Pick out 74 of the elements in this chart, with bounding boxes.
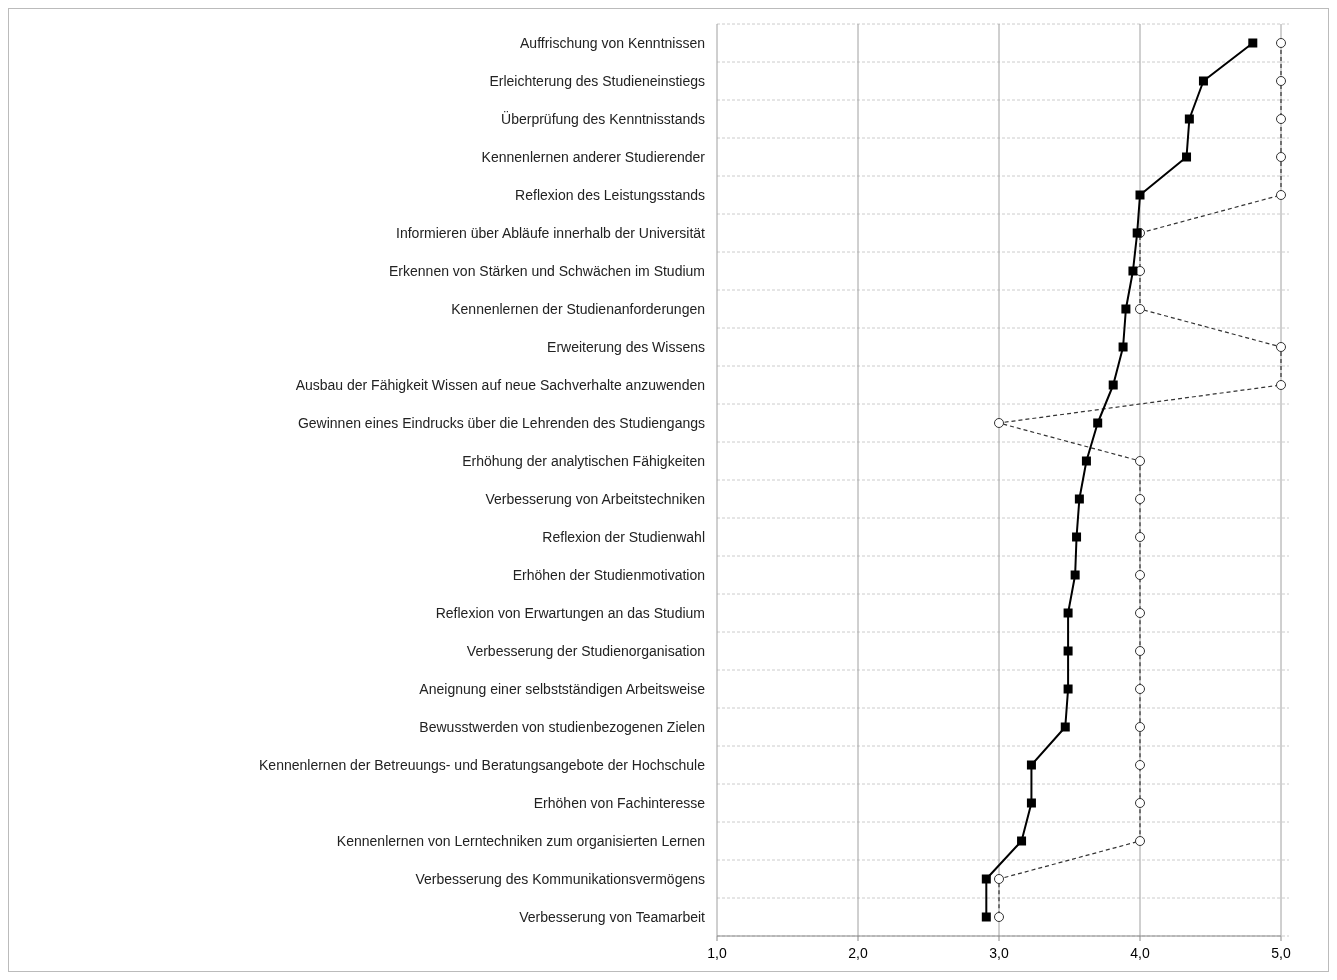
point — [1093, 418, 1103, 428]
point — [994, 874, 1004, 884]
point — [1072, 532, 1082, 542]
point — [1135, 456, 1145, 466]
x-tick-label: 1,0 — [707, 945, 727, 961]
y-tick-label: Reflexion des Leistungsstands — [515, 187, 705, 203]
y-tick-label: Verbesserung des Kommunikationsvermögens — [415, 871, 705, 887]
point — [1063, 646, 1073, 656]
point — [1135, 722, 1145, 732]
point — [1135, 684, 1145, 694]
point — [1128, 266, 1138, 276]
point — [1276, 152, 1286, 162]
point — [1135, 570, 1145, 580]
point — [1063, 608, 1073, 618]
point — [1276, 342, 1286, 352]
y-tick-label: Aneignung einer selbstständigen Arbeitsweise — [419, 681, 706, 697]
point — [1081, 456, 1091, 466]
y-tick-label: Erhöhung der analytischen Fähigkeiten — [462, 453, 705, 469]
y-tick-label: Reflexion der Studienwahl — [542, 529, 705, 545]
point — [1276, 190, 1286, 200]
point — [1026, 798, 1036, 808]
point — [1248, 38, 1258, 48]
point — [1108, 380, 1118, 390]
point — [1135, 760, 1145, 770]
point — [1276, 76, 1286, 86]
y-tick-label: Verbesserung von Teamarbeit — [519, 909, 706, 925]
point — [981, 874, 991, 884]
point — [1121, 304, 1131, 314]
point — [1135, 190, 1145, 200]
point — [1276, 380, 1286, 390]
y-tick-label: Informieren über Abläufe innerhalb der Universität — [396, 225, 706, 241]
point — [1135, 304, 1145, 314]
x-tick-label: 5,0 — [1271, 945, 1291, 961]
point — [1135, 836, 1145, 846]
point — [994, 418, 1004, 428]
point — [1074, 494, 1084, 504]
point — [1198, 76, 1208, 86]
y-tick-label: Bewusstwerden von studienbezogenen Zielen — [419, 719, 705, 735]
point — [1135, 532, 1145, 542]
y-tick-label: Ausbau der Fähigkeit Wissen auf neue Sachverhalte anzuwenden — [295, 377, 705, 393]
y-tick-label: Kennenlernen der Studienanforderungen — [451, 301, 705, 317]
x-tick-label: 3,0 — [989, 945, 1009, 961]
x-tick-label: 4,0 — [1130, 945, 1150, 961]
point — [1063, 684, 1073, 694]
point — [1070, 570, 1080, 580]
point — [1118, 342, 1128, 352]
point — [1026, 760, 1036, 770]
point — [1060, 722, 1070, 732]
y-tick-label: Kennenlernen von Lerntechniken zum organisierten Lernen — [336, 833, 705, 849]
y-tick-label: Verbesserung der Studienorganisation — [466, 643, 705, 659]
point — [1017, 836, 1027, 846]
y-tick-label: Überprüfung des Kenntnisstands — [501, 110, 705, 127]
point — [1135, 646, 1145, 656]
point — [1276, 38, 1286, 48]
y-tick-label: Kennenlernen anderer Studierender — [481, 149, 706, 165]
y-tick-label: Kennenlernen der Betreuungs- und Beratungsangebote der Hochschule — [259, 757, 706, 773]
y-tick-label: Erleichterung des Studieneinstiegs — [489, 73, 705, 89]
y-tick-label: Erkennen von Stärken und Schwächen im Studium — [389, 263, 705, 279]
y-tick-label: Verbesserung von Arbeitstechniken — [485, 491, 705, 507]
y-tick-label: Erweiterung des Wissens — [547, 339, 705, 355]
point — [1135, 494, 1145, 504]
point — [981, 912, 991, 922]
y-tick-label: Auffrischung von Kenntnissen — [520, 35, 705, 51]
point — [1135, 798, 1145, 808]
x-tick-label: 2,0 — [848, 945, 868, 961]
y-tick-label: Reflexion von Erwartungen an das Studium — [435, 605, 705, 621]
y-tick-label: Erhöhen von Fachinteresse — [533, 795, 706, 811]
y-tick-label: Erhöhen der Studienmotivation — [512, 567, 705, 583]
y-tick-label: Gewinnen eines Eindrucks über die Lehrenden des Studiengangs — [297, 415, 705, 431]
point — [1276, 114, 1286, 124]
point — [1182, 152, 1192, 162]
point — [994, 912, 1004, 922]
point — [1135, 608, 1145, 618]
point — [1184, 114, 1194, 124]
